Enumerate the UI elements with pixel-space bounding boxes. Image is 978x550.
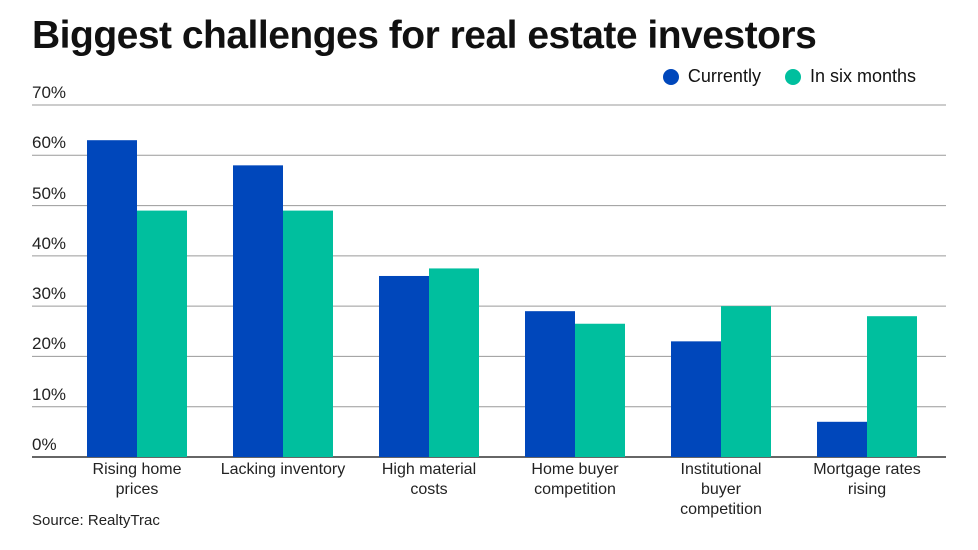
x-tick-label-line: prices (115, 481, 159, 498)
y-tick-label: 20% (32, 334, 67, 354)
bar-currently (817, 421, 867, 457)
x-tick-label-line: High material (381, 461, 477, 478)
x-tick-label-line: rising (847, 481, 887, 498)
x-tick-label-line: Lacking inventory (220, 461, 346, 478)
y-tick-label: 70% (32, 83, 67, 102)
x-tick-label-line: Rising home (92, 461, 182, 478)
y-tick-label: 50% (32, 183, 67, 203)
x-tick-label-line: buyer (700, 481, 742, 498)
x-tick-label-line: Mortgage rates (813, 461, 921, 478)
bar-currently (525, 311, 575, 457)
bar-currently (233, 165, 283, 458)
legend-item-six-months: In six months (784, 66, 916, 87)
y-tick-label: 10% (32, 384, 67, 404)
x-tick-label-line: Institutional (680, 461, 762, 478)
chart-title: Biggest challenges for real estate inves… (32, 14, 817, 57)
x-tick-label-line: costs (410, 481, 448, 498)
y-tick-label: 40% (32, 233, 67, 253)
legend: Currently In six months (662, 66, 916, 87)
y-tick-label: 60% (32, 133, 67, 153)
x-tick-label-line: competition (680, 501, 762, 518)
bar-six-months (867, 316, 917, 457)
bar-six-months (575, 323, 625, 457)
bar-currently (379, 275, 429, 457)
bar-currently (671, 341, 721, 457)
x-tick-label: Rising home prices (62, 460, 212, 500)
legend-swatch-six-months (784, 68, 801, 85)
y-tick-label: 0% (32, 435, 57, 454)
legend-swatch-currently (662, 68, 679, 85)
legend-label-six-months: In six months (809, 66, 916, 86)
x-tick-label: Lacking inventory (208, 460, 358, 480)
source-note: Source: RealtyTrac (32, 512, 160, 529)
x-tick-label-line: competition (534, 481, 616, 498)
x-tick-label: Institutional buyer competition (646, 460, 796, 520)
x-tick-label: Mortgage rates rising (792, 460, 942, 500)
y-tick-label: 30% (32, 284, 67, 304)
x-tick-label: High material costs (354, 460, 504, 500)
legend-item-currently: Currently (662, 66, 761, 87)
x-tick-label-line: Home buyer (531, 461, 619, 478)
x-tick-label: Home buyer competition (500, 460, 650, 500)
legend-label-currently: Currently (687, 66, 761, 86)
bar-currently (87, 140, 137, 457)
bar-six-months (429, 268, 479, 457)
bar-six-months (721, 306, 771, 457)
bar-six-months (283, 210, 333, 457)
bar-six-months (137, 210, 187, 457)
